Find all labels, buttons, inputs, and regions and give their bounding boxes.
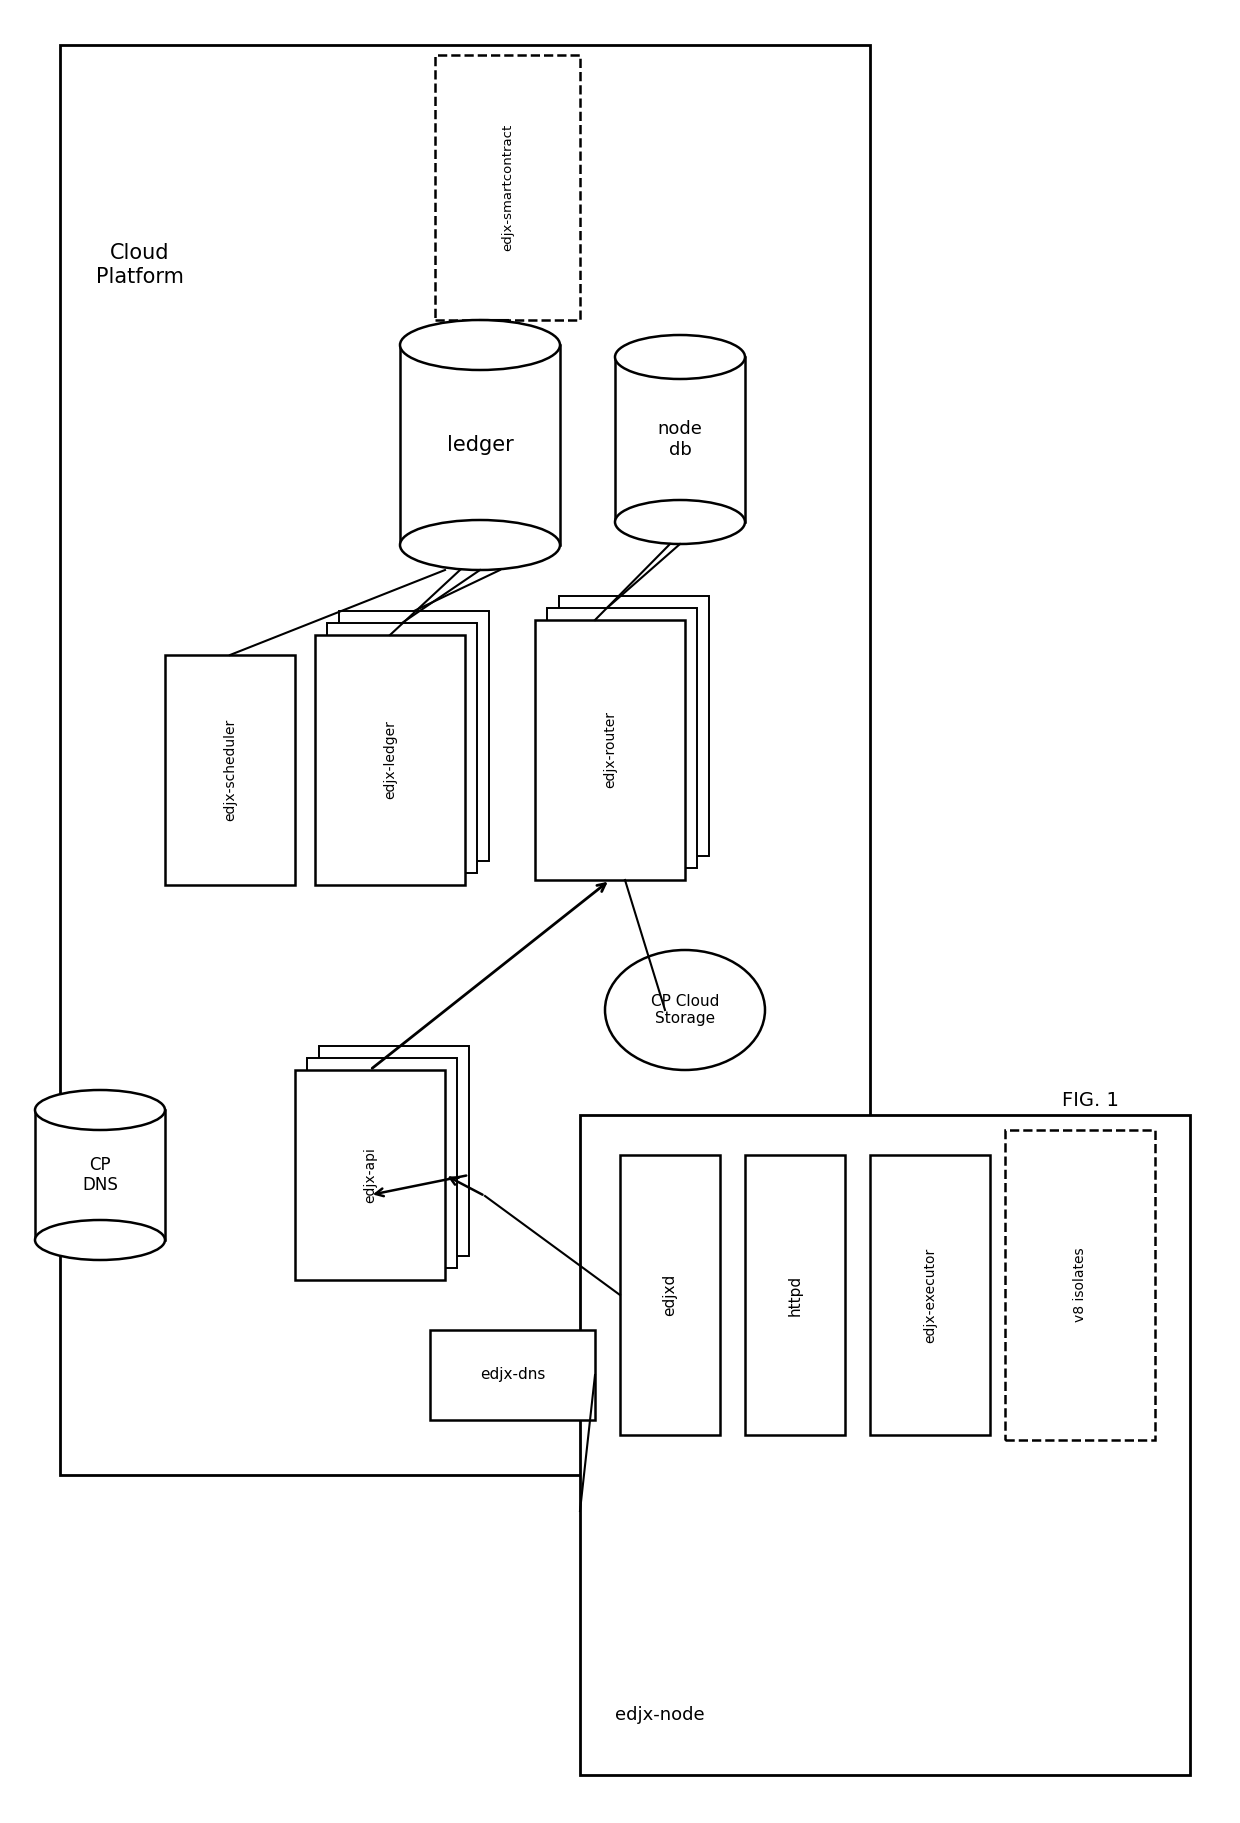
Text: edjx-ledger: edjx-ledger — [383, 720, 397, 800]
Ellipse shape — [605, 950, 765, 1070]
Ellipse shape — [615, 335, 745, 379]
Ellipse shape — [615, 500, 745, 543]
Text: edjx-smartcontract: edjx-smartcontract — [501, 124, 515, 252]
FancyBboxPatch shape — [35, 1110, 165, 1240]
FancyBboxPatch shape — [559, 596, 709, 857]
FancyBboxPatch shape — [620, 1156, 720, 1435]
Text: ledger: ledger — [446, 436, 513, 456]
Ellipse shape — [35, 1220, 165, 1260]
FancyBboxPatch shape — [430, 1331, 595, 1420]
Text: edjx-dns: edjx-dns — [480, 1367, 546, 1382]
FancyBboxPatch shape — [308, 1057, 458, 1269]
Ellipse shape — [401, 321, 560, 370]
FancyBboxPatch shape — [315, 634, 465, 884]
Text: edjx-scheduler: edjx-scheduler — [223, 718, 237, 820]
FancyBboxPatch shape — [547, 609, 697, 868]
Ellipse shape — [401, 520, 560, 571]
Ellipse shape — [35, 1090, 165, 1130]
FancyBboxPatch shape — [319, 1046, 469, 1256]
FancyBboxPatch shape — [435, 55, 580, 321]
FancyBboxPatch shape — [165, 654, 295, 884]
Text: CP Cloud
Storage: CP Cloud Storage — [651, 994, 719, 1026]
Text: edjx-executor: edjx-executor — [923, 1247, 937, 1342]
Text: edjxd: edjxd — [662, 1274, 677, 1316]
FancyBboxPatch shape — [1004, 1130, 1154, 1440]
Text: Cloud
Platform: Cloud Platform — [95, 244, 184, 286]
Text: httpd: httpd — [787, 1274, 802, 1316]
Text: node
db: node db — [657, 419, 702, 459]
Text: CP
DNS: CP DNS — [82, 1156, 118, 1194]
Text: v8 isolates: v8 isolates — [1073, 1247, 1087, 1322]
FancyBboxPatch shape — [534, 620, 684, 881]
FancyBboxPatch shape — [615, 357, 745, 521]
FancyBboxPatch shape — [295, 1070, 445, 1280]
FancyBboxPatch shape — [60, 46, 870, 1475]
FancyBboxPatch shape — [401, 345, 560, 545]
Text: edjx-api: edjx-api — [363, 1147, 377, 1203]
Text: FIG. 1: FIG. 1 — [1061, 1090, 1118, 1110]
FancyBboxPatch shape — [580, 1116, 1190, 1776]
FancyBboxPatch shape — [870, 1156, 990, 1435]
Text: edjx-node: edjx-node — [615, 1706, 704, 1725]
FancyBboxPatch shape — [745, 1156, 844, 1435]
FancyBboxPatch shape — [339, 611, 489, 860]
FancyBboxPatch shape — [327, 623, 477, 873]
Text: edjx-router: edjx-router — [603, 711, 618, 789]
